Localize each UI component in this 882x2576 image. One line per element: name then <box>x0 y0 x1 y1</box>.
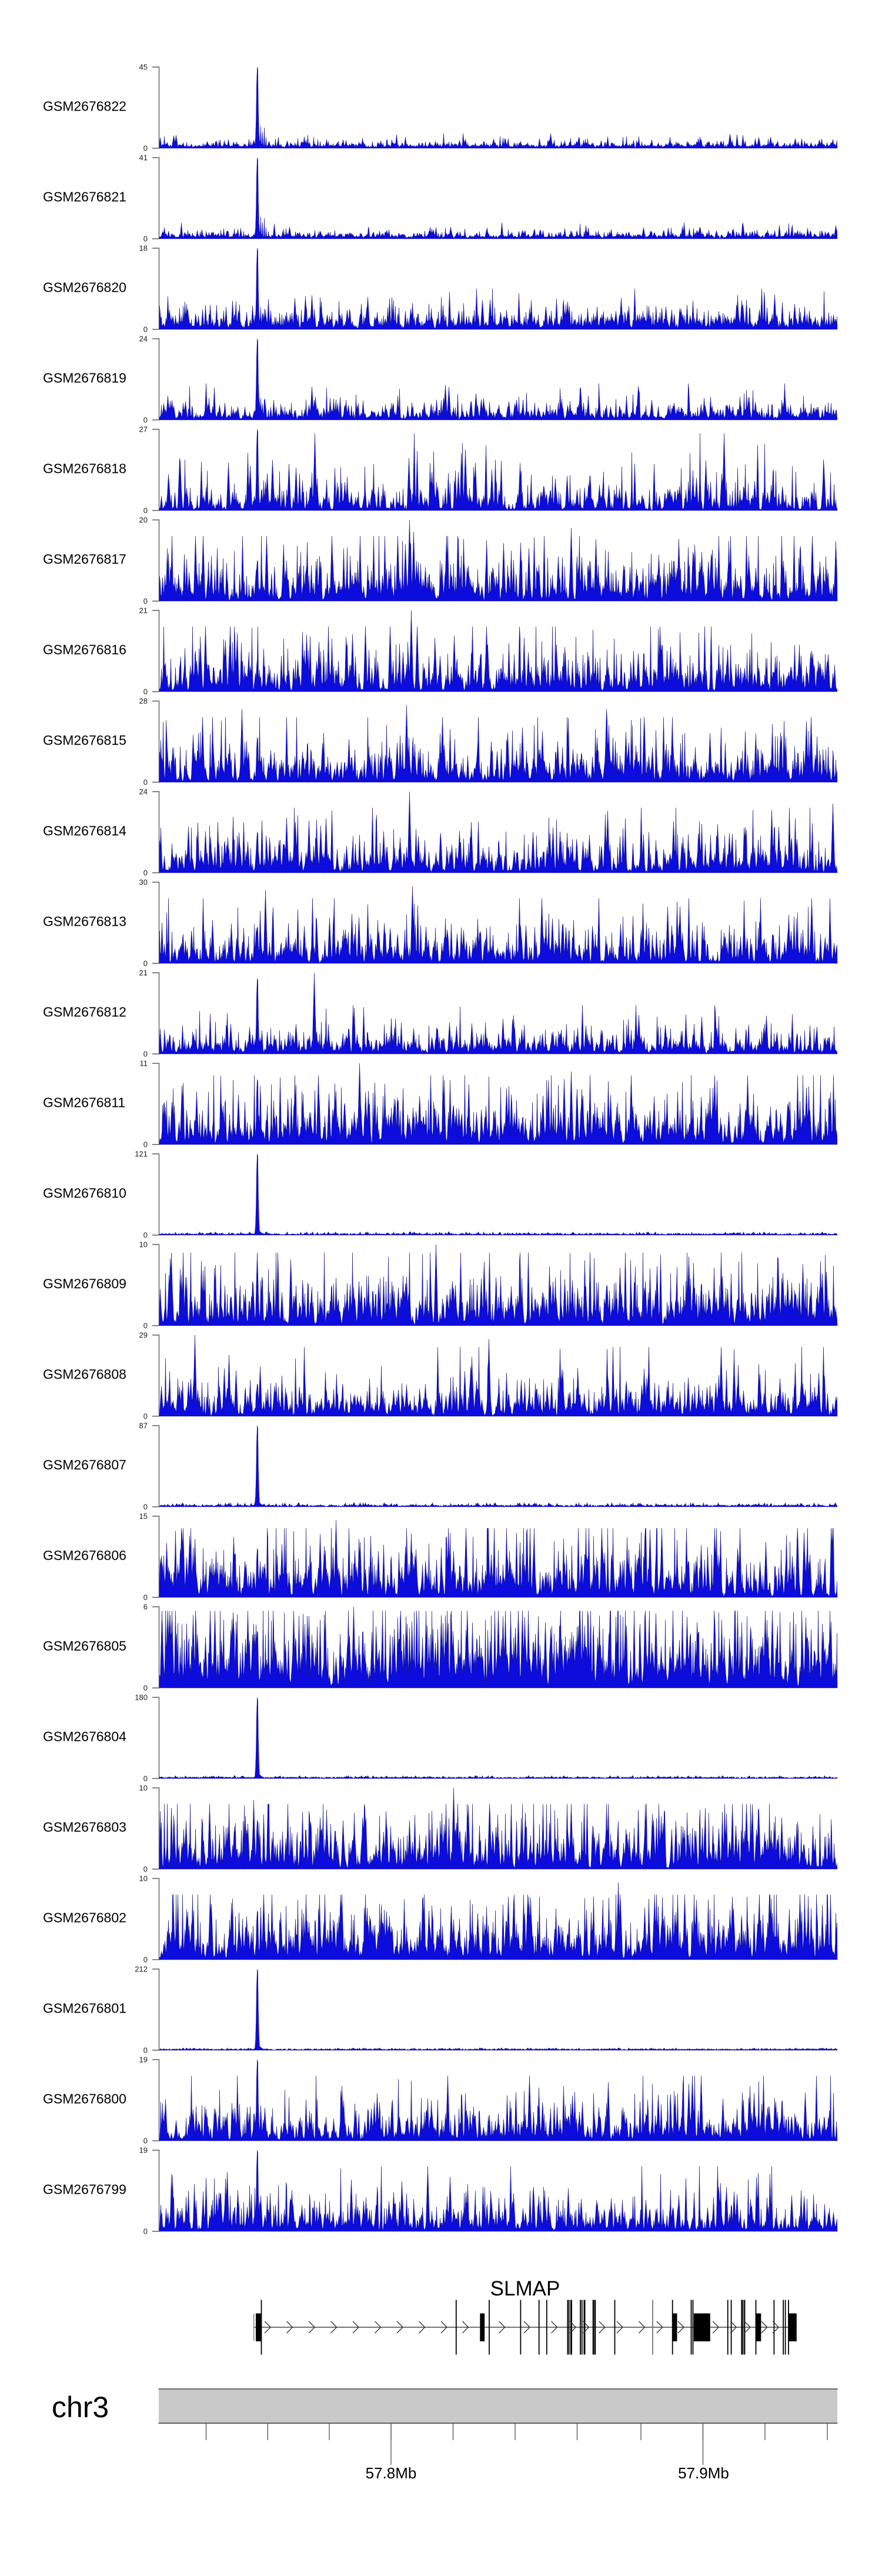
svg-text:GSM2676817: GSM2676817 <box>43 552 126 567</box>
svg-text:121: 121 <box>135 1150 148 1159</box>
svg-text:GSM2676815: GSM2676815 <box>43 733 126 748</box>
svg-text:GSM2676814: GSM2676814 <box>43 823 126 839</box>
svg-text:45: 45 <box>139 63 148 72</box>
svg-text:0: 0 <box>143 235 148 243</box>
svg-text:GSM2676804: GSM2676804 <box>43 1729 126 1744</box>
svg-text:0: 0 <box>143 1050 148 1059</box>
svg-text:20: 20 <box>139 516 148 525</box>
svg-text:0: 0 <box>143 688 148 696</box>
svg-text:GSM2676799: GSM2676799 <box>43 2182 126 2197</box>
svg-text:0: 0 <box>143 1412 148 1421</box>
svg-text:GSM2676822: GSM2676822 <box>43 99 126 114</box>
svg-text:GSM2676821: GSM2676821 <box>43 189 126 205</box>
svg-text:30: 30 <box>139 878 148 887</box>
svg-text:GSM2676809: GSM2676809 <box>43 1276 126 1292</box>
svg-text:0: 0 <box>143 325 148 334</box>
svg-text:GSM2676811: GSM2676811 <box>43 1095 125 1110</box>
svg-text:24: 24 <box>139 788 148 796</box>
svg-text:GSM2676810: GSM2676810 <box>43 1186 126 1201</box>
svg-text:0: 0 <box>143 144 148 153</box>
svg-text:GSM2676820: GSM2676820 <box>43 280 126 295</box>
svg-text:0: 0 <box>143 2137 148 2145</box>
svg-text:GSM2676808: GSM2676808 <box>43 1367 126 1382</box>
svg-text:0: 0 <box>143 2227 148 2236</box>
svg-text:19: 19 <box>139 2056 148 2064</box>
svg-text:0: 0 <box>143 1684 148 1693</box>
svg-text:0: 0 <box>143 1865 148 1874</box>
svg-text:0: 0 <box>143 1503 148 1511</box>
svg-text:0: 0 <box>143 1322 148 1330</box>
svg-text:0: 0 <box>143 597 148 606</box>
svg-text:0: 0 <box>143 2046 148 2055</box>
svg-text:21: 21 <box>139 969 148 977</box>
svg-text:0: 0 <box>143 1774 148 1783</box>
svg-text:10: 10 <box>139 1784 148 1793</box>
svg-text:GSM2676806: GSM2676806 <box>43 1548 126 1563</box>
svg-text:GSM2676803: GSM2676803 <box>43 1820 126 1835</box>
svg-text:GSM2676800: GSM2676800 <box>43 2091 126 2107</box>
svg-text:GSM2676816: GSM2676816 <box>43 642 126 658</box>
svg-text:57.9Mb: 57.9Mb <box>678 2464 729 2482</box>
svg-text:10: 10 <box>139 1240 148 1249</box>
svg-text:180: 180 <box>135 1693 148 1702</box>
svg-text:GSM2676801: GSM2676801 <box>43 2001 126 2016</box>
svg-text:0: 0 <box>143 1140 148 1149</box>
svg-text:29: 29 <box>139 1331 148 1340</box>
svg-text:0: 0 <box>143 1231 148 1240</box>
svg-text:18: 18 <box>139 244 148 253</box>
svg-text:27: 27 <box>139 425 148 434</box>
svg-text:15: 15 <box>139 1512 148 1521</box>
svg-text:chr3: chr3 <box>52 2391 109 2424</box>
svg-text:0: 0 <box>143 959 148 968</box>
svg-text:21: 21 <box>139 606 148 615</box>
svg-text:0: 0 <box>143 778 148 787</box>
svg-text:0: 0 <box>143 416 148 425</box>
svg-text:57.8Mb: 57.8Mb <box>366 2464 417 2482</box>
svg-text:87: 87 <box>139 1422 148 1430</box>
svg-text:GSM2676819: GSM2676819 <box>43 371 126 386</box>
svg-text:41: 41 <box>139 154 148 162</box>
svg-text:GSM2676805: GSM2676805 <box>43 1639 126 1654</box>
svg-text:0: 0 <box>143 869 148 877</box>
svg-text:GSM2676802: GSM2676802 <box>43 1910 126 1926</box>
svg-text:SLMAP: SLMAP <box>490 2277 560 2300</box>
svg-text:11: 11 <box>140 1059 148 1068</box>
svg-text:24: 24 <box>139 335 148 343</box>
svg-text:10: 10 <box>139 1874 148 1883</box>
svg-text:GSM2676812: GSM2676812 <box>43 1005 126 1020</box>
svg-text:0: 0 <box>143 506 148 515</box>
svg-text:212: 212 <box>135 1965 148 1974</box>
svg-text:GSM2676813: GSM2676813 <box>43 914 126 929</box>
svg-text:0: 0 <box>143 1956 148 1964</box>
svg-text:0: 0 <box>143 1593 148 1602</box>
svg-text:GSM2676818: GSM2676818 <box>43 461 126 476</box>
svg-text:GSM2676807: GSM2676807 <box>43 1457 126 1473</box>
svg-text:6: 6 <box>143 1603 148 1611</box>
svg-text:28: 28 <box>139 697 148 706</box>
svg-text:19: 19 <box>139 2146 148 2155</box>
